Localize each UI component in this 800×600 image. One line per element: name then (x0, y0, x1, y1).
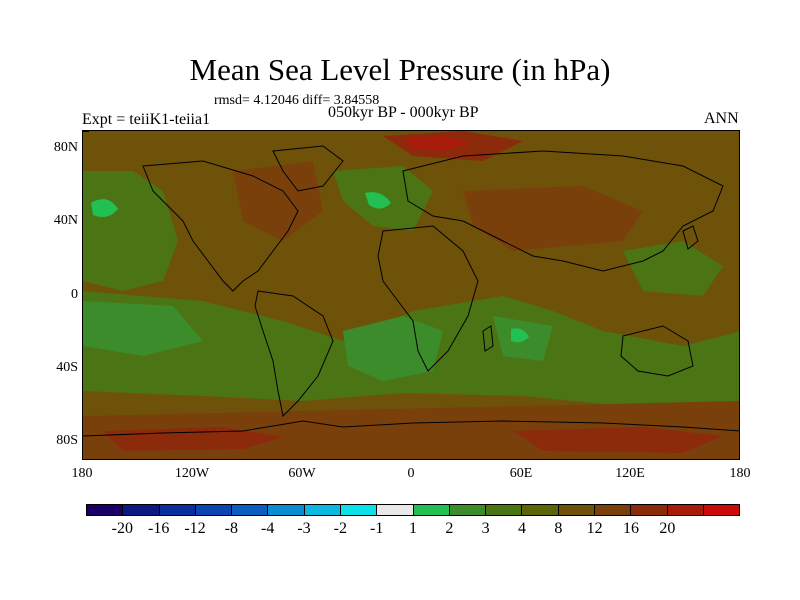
coastline-antarctica (83, 420, 739, 437)
contour-region (365, 192, 391, 209)
coastline-japan (682, 225, 699, 250)
lon-tick-label: 120E (615, 466, 645, 481)
contour-region (623, 241, 723, 296)
colorbar-box (87, 505, 124, 515)
colorbar-label: 2 (445, 520, 454, 537)
colorbar-box (123, 505, 160, 515)
colorbar-box (195, 505, 233, 515)
lon-tick-label: 120W (174, 466, 210, 481)
lon-tick-label: 60E (509, 466, 533, 481)
lat-tick-label: 40S (56, 360, 78, 375)
colorbar-box (631, 505, 668, 515)
colorbar-label: 3 (481, 520, 490, 537)
chart-title: Mean Sea Level Pressure (in hPa) (189, 52, 611, 87)
colorbar-box (268, 505, 305, 515)
colorbar-box (413, 505, 450, 515)
colorbar-label: 4 (518, 520, 526, 537)
contour-region (463, 186, 643, 251)
contour-region (91, 199, 118, 217)
colorbar-label: -8 (224, 520, 238, 537)
map-canvas (83, 131, 739, 459)
lat-tick-label: 80S (56, 433, 78, 448)
coastlines (83, 145, 739, 437)
contour-region (103, 427, 283, 451)
lon-tick-label: 180 (71, 466, 93, 481)
lon-tick-label: 0 (407, 466, 415, 481)
colorbar-box (594, 505, 632, 515)
colorbar-label: -4 (260, 520, 275, 537)
colorbar-label: 8 (554, 520, 563, 537)
coastline-greenland (272, 145, 344, 192)
colorbar-label: -16 (147, 520, 170, 537)
colorbar-box (667, 505, 704, 515)
colorbar-box (377, 505, 414, 515)
colorbar (86, 504, 740, 516)
coastline-north-america (142, 160, 299, 292)
coastline-madagascar (482, 325, 494, 352)
colorbar-box (340, 505, 378, 515)
contour-region (511, 328, 529, 343)
axis-tick (83, 131, 89, 132)
lat-tick-label: 40N (53, 213, 78, 228)
contour-region (83, 301, 203, 356)
colorbar-box (304, 505, 341, 515)
map-plot (82, 130, 740, 460)
colorbar-label: -3 (297, 520, 311, 537)
lat-tick-label: 0 (71, 287, 78, 302)
colorbar-label: -12 (184, 520, 206, 537)
coastline-south-america (254, 290, 334, 418)
colorbar-label: -20 (111, 520, 133, 537)
contour-region (343, 316, 443, 381)
stats-text: rmsd= 4.12046 diff= 3.84558 (214, 93, 380, 108)
coastline-eurasia (402, 150, 724, 272)
contour-region (233, 161, 323, 241)
colorbar-label: 20 (659, 520, 676, 537)
contour-region (513, 427, 723, 453)
contour-region (403, 135, 473, 151)
lon-tick-label: 60W (288, 466, 316, 481)
colorbar-label: 12 (586, 520, 603, 537)
colorbar-label: 1 (409, 520, 417, 537)
season-label: ANN (704, 110, 739, 127)
colorbar-box (232, 505, 269, 515)
colorbar-box (486, 505, 523, 515)
colorbar-box (522, 505, 559, 515)
lon-tick-label: 180 (729, 466, 751, 481)
colorbar-box (449, 505, 487, 515)
coastline-africa (377, 225, 479, 372)
colorbar-box (558, 505, 595, 515)
lat-tick-label: 80N (53, 140, 78, 155)
colorbar-label: 16 (623, 520, 639, 537)
experiment-label: Expt = teiiK1-teiia1 (82, 111, 211, 128)
coastline-australia (620, 325, 694, 377)
colorbar-label: -1 (369, 520, 384, 537)
colorbar-box (159, 505, 196, 515)
colorbar-label: -2 (333, 520, 347, 537)
period-label: 050kyr BP - 000kyr BP (328, 104, 479, 121)
colorbar-box (703, 505, 740, 515)
